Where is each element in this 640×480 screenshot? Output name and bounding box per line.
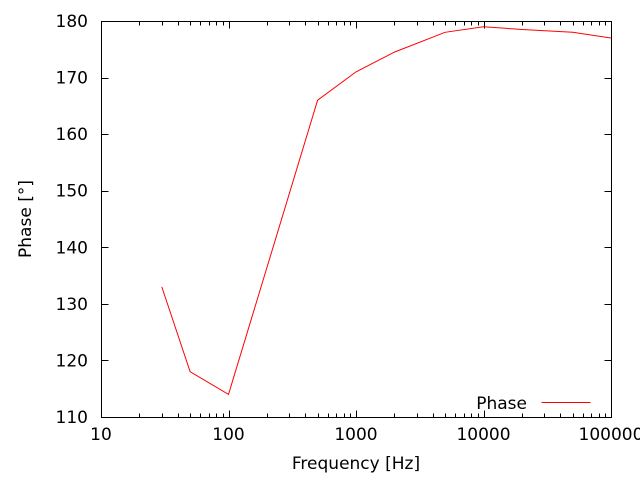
x-tick-label: 100 <box>212 425 244 445</box>
series-line-phase <box>161 26 612 396</box>
x-tick-label: 100000 <box>579 425 640 445</box>
x-axis-label: Frequency [Hz] <box>292 454 420 474</box>
y-tick-label: 140 <box>56 238 88 258</box>
y-tick-label: 160 <box>56 125 88 145</box>
y-tick-label: 120 <box>56 351 88 371</box>
y-tick-label: 180 <box>56 12 88 32</box>
legend: Phase <box>476 394 591 414</box>
plot-border <box>101 21 612 418</box>
x-tick-label: 1000 <box>334 425 377 445</box>
y-tick-label: 110 <box>56 408 88 428</box>
y-axis-label: Phase [°] <box>16 180 36 258</box>
y-tick-label: 150 <box>56 182 88 202</box>
legend-label: Phase <box>476 394 527 414</box>
series-layer <box>161 26 612 396</box>
y-tick-label: 130 <box>56 295 88 315</box>
axes-layer: 10 100 1000 10000 100000 110 120 130 140 150 160 17… <box>56 12 640 445</box>
x-tick-label: 10 <box>90 425 112 445</box>
y-tick-label: 170 <box>56 69 88 89</box>
x-tick-label: 10000 <box>456 425 510 445</box>
